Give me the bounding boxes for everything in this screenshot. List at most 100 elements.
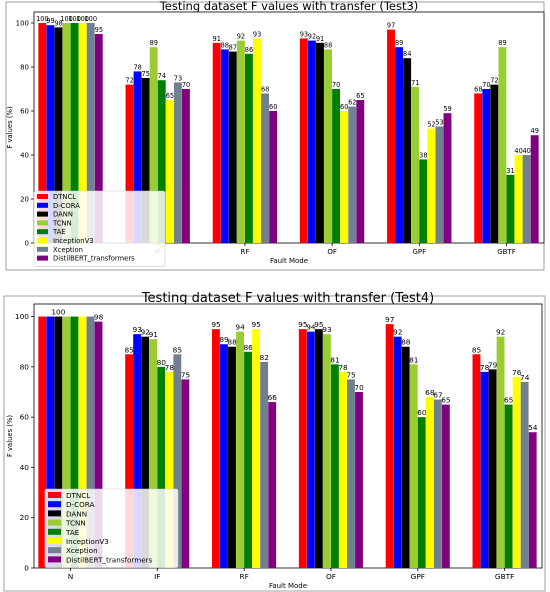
bar [322,334,331,568]
bar [157,366,166,568]
data-label: 82 [260,353,269,362]
data-label: 85 [173,345,183,354]
bar [94,321,103,568]
data-label: 95 [314,320,324,329]
data-label: 75 [142,70,150,78]
legend-entry: DANN [53,211,73,219]
data-label: 91 [316,35,324,43]
data-label: 100 [84,15,97,23]
data-label: 78 [338,363,348,372]
y-tick-label: 40 [20,152,29,160]
bar [403,58,412,244]
bar [514,155,523,243]
bar [141,78,150,243]
bar [395,47,404,244]
bar [236,331,244,568]
x-tick-label: OF [326,572,336,581]
bar [165,371,174,568]
data-label: 92 [308,33,316,41]
legend-swatch [37,255,48,261]
bar [212,42,221,243]
data-label: 68 [425,388,435,397]
data-label: 65 [356,92,364,100]
bar [38,316,47,568]
y-tick-label: 40 [20,463,30,472]
chart-panel-2: Testing dataset F values with transfer (… [3,291,546,592]
data-label: 59 [443,105,451,113]
data-label: 79 [488,360,498,369]
x-tick-label: RF [239,572,248,581]
bar [425,397,434,568]
bar [268,402,277,568]
bar [498,47,507,244]
bar [54,27,63,244]
data-label: 31 [506,167,514,175]
data-label: 60 [417,408,427,417]
bar [314,329,323,568]
x-tick-label: GBTF [495,572,515,581]
data-label: 95 [95,26,103,34]
legend-entry: TCNN [52,219,72,227]
data-label: 74 [158,72,166,80]
data-label: 88 [221,41,229,49]
data-label: 81 [330,355,340,364]
data-label: 89 [150,39,158,47]
bar [490,84,499,243]
data-label: 93 [300,30,308,38]
legend-swatch [48,538,61,544]
legend-swatch [37,202,48,208]
y-tick-label: 20 [20,513,30,522]
data-label: 94 [235,323,245,332]
legend [33,190,166,267]
bar [504,404,513,568]
bar [70,23,79,243]
data-label: 89 [395,39,403,47]
data-label: 87 [229,44,237,52]
data-label: 93 [253,30,261,38]
legend-entry: Xception [53,246,83,254]
bar [86,316,95,568]
bar [260,361,269,568]
bar [165,100,174,243]
bar [520,381,529,568]
data-label: 89 [498,39,506,47]
data-label: 88 [227,338,237,347]
data-label: 73 [174,74,182,82]
bar [482,89,491,243]
bar [316,42,324,243]
bar [339,371,347,568]
x-tick-label: RF [241,248,250,256]
bar [512,376,521,568]
bar [236,40,245,243]
bar [307,40,316,243]
bar [38,23,47,243]
bar [78,316,87,568]
bar [330,364,339,568]
x-tick-label: GPF [411,572,425,581]
data-label: 78 [165,363,175,372]
bar [506,174,515,243]
data-label: 92 [393,328,402,337]
data-label: 93 [322,325,332,334]
bar [78,23,87,243]
data-label: 95 [298,320,308,329]
bar [409,364,418,568]
data-label: 72 [125,77,133,85]
bar [181,379,190,568]
data-label: 100 [60,15,73,23]
data-label: 91 [149,330,159,339]
data-label: 93 [133,325,143,334]
bar [441,404,450,568]
chart-title: Testing dataset F values with transfer (… [159,0,419,13]
legend-swatch [48,556,61,563]
bar [157,80,166,243]
data-label: 97 [387,22,395,30]
data-label: 92 [237,33,245,41]
data-label: 86 [245,46,253,54]
y-tick-label: 0 [25,240,29,248]
y-tick-label: 100 [16,20,29,28]
bar [488,369,497,568]
legend [44,488,179,568]
bar [212,329,220,568]
data-label: 52 [427,121,435,129]
